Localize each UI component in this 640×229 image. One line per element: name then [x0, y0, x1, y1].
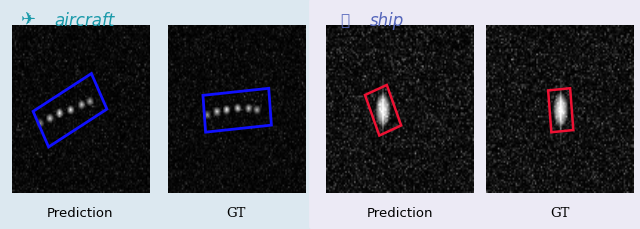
Text: Prediction: Prediction — [367, 207, 433, 219]
Text: GT: GT — [550, 207, 570, 219]
Text: ✈: ✈ — [21, 12, 36, 30]
Text: GT: GT — [227, 207, 246, 219]
Text: Prediction: Prediction — [47, 207, 113, 219]
Text: ship: ship — [370, 12, 404, 30]
Text: aircraft: aircraft — [54, 12, 115, 30]
Text: 🚢: 🚢 — [340, 13, 349, 28]
